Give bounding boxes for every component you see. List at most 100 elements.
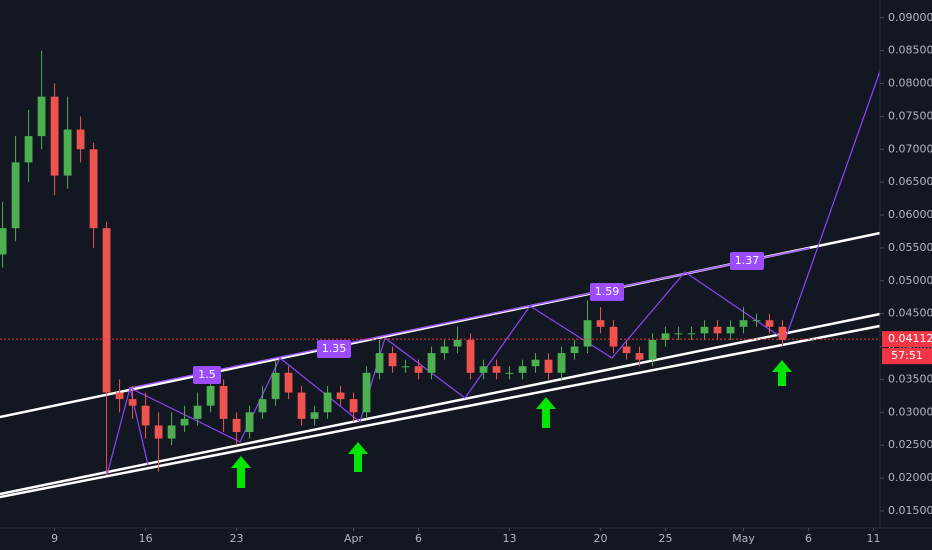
- y-tick-label: 0.07000: [888, 142, 932, 155]
- x-tick-label: May: [732, 532, 755, 545]
- y-tick-label: 0.08500: [888, 44, 932, 57]
- countdown: 57:51: [891, 349, 923, 362]
- candle-body: [0, 228, 7, 255]
- candle-body: [388, 353, 397, 367]
- candle-body: [115, 392, 124, 400]
- drawings: [0, 56, 886, 499]
- candle-body: [284, 372, 293, 393]
- candle-body: [687, 333, 696, 335]
- candle-body: [63, 129, 72, 176]
- candle-body: [232, 418, 241, 432]
- candle-body: [375, 353, 384, 373]
- candle-body: [271, 372, 280, 400]
- price-label: 0.04112: [888, 332, 932, 345]
- candle-body: [544, 359, 553, 373]
- candle-body: [440, 346, 449, 354]
- y-tick-label: 0.02500: [888, 438, 932, 451]
- candle-body: [414, 366, 423, 373]
- annotation-box: [590, 283, 624, 301]
- annotation: 1.59: [595, 285, 620, 298]
- annotation: 1.37: [735, 254, 760, 267]
- candle-body: [453, 339, 462, 347]
- candle-body: [154, 425, 163, 439]
- x-tick-label: 16: [139, 532, 153, 545]
- y-tick-label: 0.08000: [888, 77, 932, 90]
- candle-body: [180, 418, 189, 426]
- candle-body: [505, 372, 514, 374]
- candle-body: [245, 412, 254, 432]
- candle-body: [11, 162, 20, 229]
- candle-body: [167, 425, 176, 439]
- candle-body: [323, 392, 332, 413]
- purple-trend: [129, 247, 811, 389]
- candle-body: [76, 129, 85, 150]
- candle-body: [635, 353, 644, 360]
- candle-body: [700, 326, 709, 334]
- candle-body: [219, 385, 228, 419]
- candle-body: [102, 228, 111, 393]
- candle-body: [752, 320, 761, 322]
- y-tick-label: 0.07500: [888, 109, 932, 122]
- candle-body: [193, 405, 202, 419]
- zigzag: [106, 56, 886, 476]
- y-tick-label: 0.09000: [888, 11, 932, 24]
- y-tick-label: 0.05500: [888, 241, 932, 254]
- x-tick-label: 6: [805, 532, 812, 545]
- x-tick-label: Apr: [344, 532, 364, 545]
- x-tick-label: 23: [230, 532, 244, 545]
- x-tick-label: 13: [503, 532, 517, 545]
- candle-body: [726, 326, 735, 334]
- x-tick-label: 20: [594, 532, 608, 545]
- up-arrow: [231, 456, 251, 488]
- candle-body: [89, 149, 98, 229]
- annotation-boxes: 1.5 1.35 1.59 1.37: [193, 252, 764, 384]
- candle-body: [206, 385, 215, 406]
- candle-body: [570, 346, 579, 354]
- candle-body: [310, 412, 319, 419]
- y-tick-label: 0.02000: [888, 471, 932, 484]
- candle-body: [37, 96, 46, 137]
- candle-body: [24, 136, 33, 163]
- x-axis-panel: [0, 528, 932, 550]
- up-arrow: [772, 360, 792, 386]
- candle-body: [531, 359, 540, 367]
- y-tick-label: 0.04500: [888, 307, 932, 320]
- up-arrow: [536, 397, 556, 428]
- candle-body: [479, 366, 488, 373]
- candle-body: [622, 346, 631, 354]
- annotation-box: [730, 252, 764, 270]
- candle-body: [401, 366, 410, 368]
- arrows: [231, 360, 792, 488]
- candle-body: [427, 353, 436, 373]
- y-tick-label: 0.06500: [888, 175, 932, 188]
- candle-body: [596, 320, 605, 327]
- candle-body: [648, 339, 657, 360]
- x-tick-label: 11: [867, 532, 881, 545]
- candle-body: [466, 339, 475, 373]
- channel-lower-2: [0, 323, 886, 499]
- y-tick-label: 0.05000: [888, 274, 932, 287]
- annotation-box: [317, 340, 351, 358]
- candle-body: [258, 399, 267, 413]
- y-tick-label: 0.01500: [888, 504, 932, 517]
- annotation-box: [193, 366, 221, 384]
- countdown-box: [882, 348, 932, 365]
- candle-body: [128, 399, 137, 406]
- y-tick-label: 0.03500: [888, 372, 932, 385]
- candle-body: [141, 405, 150, 426]
- candle-body: [50, 96, 59, 176]
- candle-body: [492, 366, 501, 373]
- candle-body: [765, 320, 774, 327]
- candle-body: [739, 320, 748, 327]
- x-tick-label: 6: [415, 532, 422, 545]
- candle-body: [674, 333, 683, 335]
- candle-body: [362, 372, 371, 413]
- candles: [0, 50, 787, 475]
- candle-body: [336, 392, 345, 400]
- candle-body: [557, 353, 566, 373]
- annotation: 1.35: [322, 342, 347, 355]
- y-tick-label: 0.06000: [888, 208, 932, 221]
- candle-body: [518, 366, 527, 373]
- x-tick-label: 9: [51, 532, 58, 545]
